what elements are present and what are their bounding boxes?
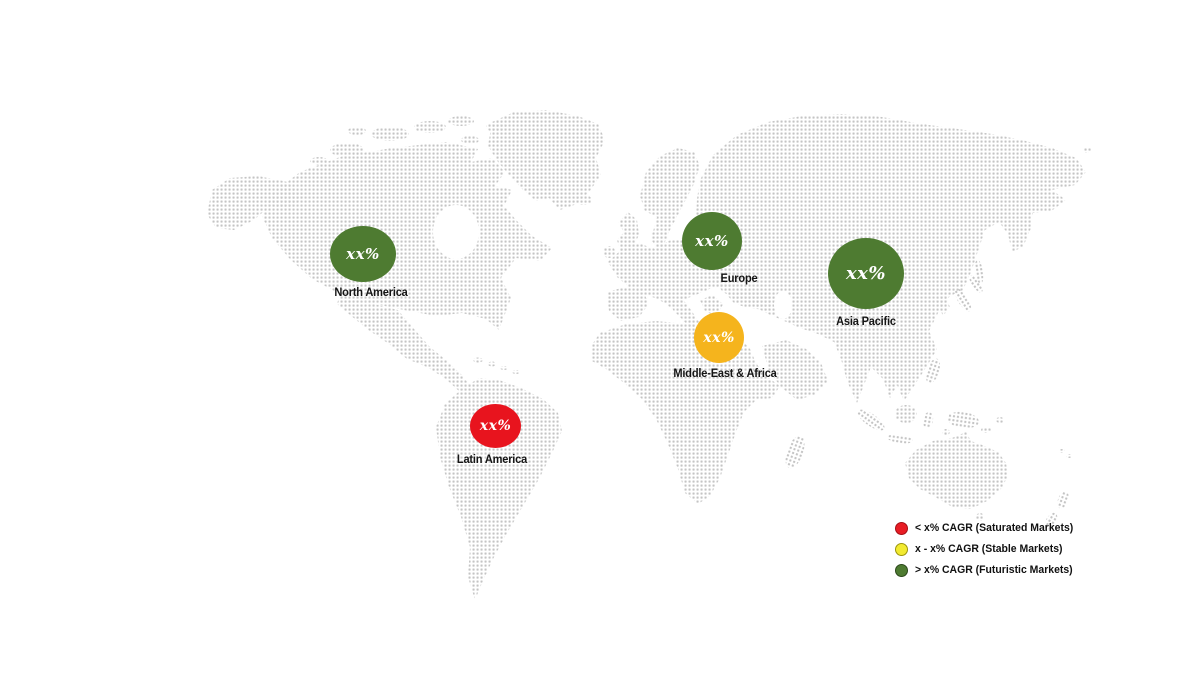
legend-item-futuristic-markets: > x% CAGR (Futuristic Markets) (895, 563, 1082, 577)
region-value-europe: xx% (695, 232, 729, 250)
map-new-zealand-south (1044, 512, 1058, 530)
map-new-zealand-north (1057, 491, 1069, 509)
map-sakhalin (974, 260, 984, 284)
legend: < x% CAGR (Saturated Markets) x - x% CAG… (895, 521, 1082, 577)
map-korea (936, 294, 950, 316)
legend-dot-yellow (895, 542, 908, 556)
map-ireland (603, 246, 615, 258)
region-bubble-europe: xx% (682, 212, 742, 270)
map-south-america (436, 378, 562, 600)
map-sumatra (857, 409, 885, 431)
map-madagascar (785, 435, 805, 469)
legend-item-saturated-markets: < x% CAGR (Saturated Markets) (895, 521, 1082, 535)
map-scandinavia (640, 148, 700, 254)
map-north-america (262, 142, 552, 330)
map-balkans (700, 295, 723, 317)
map-australia (905, 432, 1008, 509)
map-africa (591, 321, 780, 504)
map-britain (617, 212, 639, 253)
region-value-asia-pacific: xx% (845, 263, 887, 284)
map-japan (954, 288, 972, 312)
map-java (887, 434, 913, 444)
map-hudson-bay (433, 205, 479, 259)
region-bubble-middle-east-africa: xx% (694, 312, 744, 363)
legend-item-label: > x% CAGR (Futuristic Markets) (915, 564, 1073, 576)
map-iceland (574, 195, 592, 205)
map-borneo (895, 405, 917, 423)
legend-item-label: x - x% CAGR (Stable Markets) (915, 543, 1063, 555)
map-sulawesi (922, 412, 934, 428)
region-label-latin-america: Latin America (456, 452, 528, 466)
map-central-america (337, 294, 471, 391)
region-value-north-america: xx% (346, 245, 380, 263)
region-bubble-latin-america: xx% (470, 404, 521, 448)
region-label-europe: Europe (720, 271, 758, 285)
map-caspian-sea (774, 291, 792, 319)
region-label-middle-east-africa: Middle-East & Africa (673, 366, 777, 380)
map-new-guinea (947, 411, 979, 429)
map-iberia (607, 287, 649, 321)
map-arabia (762, 340, 828, 400)
legend-dot-red (895, 521, 908, 535)
region-label-north-america: North America (334, 285, 408, 299)
region-label-asia-pacific: Asia Pacific (836, 314, 896, 328)
map-greenland (488, 110, 605, 210)
region-value-latin-america: xx% (479, 418, 512, 434)
region-bubble-north-america: xx% (330, 226, 396, 282)
map-tasmania (976, 513, 984, 521)
region-value-middle-east-africa: xx% (703, 329, 735, 346)
legend-item-stable-markets: x - x% CAGR (Stable Markets) (895, 542, 1082, 556)
map-italy (671, 298, 699, 330)
map-philippines (926, 358, 940, 384)
map-japan-north (969, 275, 983, 293)
legend-item-label: < x% CAGR (Saturated Markets) (915, 522, 1074, 534)
legend-dot-green (895, 563, 908, 577)
region-bubble-asia-pacific: xx% (828, 238, 904, 309)
